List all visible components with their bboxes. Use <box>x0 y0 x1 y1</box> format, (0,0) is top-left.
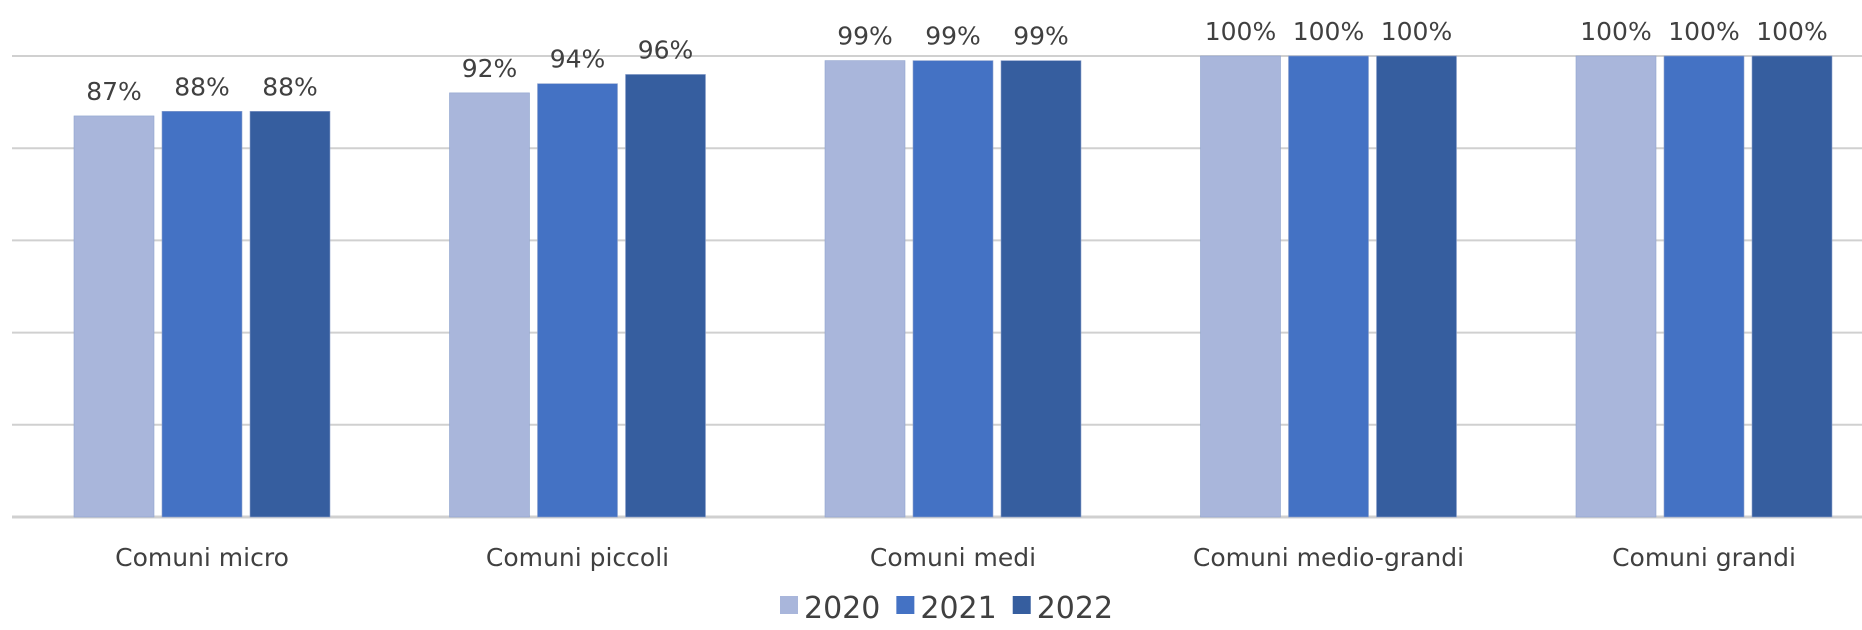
category-label: Comuni micro <box>115 543 289 572</box>
data-labels: 87% 88% 88% 92% 94% 96% 99% 99% 99% 100% 100% 100% 1… <box>86 17 1828 106</box>
category-axis: Comuni micro Comuni piccoli Comuni medi Com… <box>115 543 1796 572</box>
legend-item: 2020 <box>780 591 880 626</box>
bar-2022-4 <box>1751 55 1833 518</box>
bar-2022-2 <box>1000 60 1082 518</box>
legend-label: 2022 <box>1037 591 1113 626</box>
data-label: 88% <box>174 72 230 101</box>
data-label: 100% <box>1756 17 1827 46</box>
bar-2020-1 <box>449 92 530 518</box>
data-label: 99% <box>837 22 893 51</box>
legend-item: 2022 <box>1012 591 1113 626</box>
legend-label: 2020 <box>804 591 880 626</box>
category-label: Comuni medi <box>870 543 1036 572</box>
legend-item: 2021 <box>896 591 997 626</box>
data-label: 100% <box>1293 17 1364 46</box>
bar-2021-0 <box>161 111 243 518</box>
bar-2020-0 <box>73 115 155 518</box>
legend-swatch <box>1012 596 1031 614</box>
bar-2022-0 <box>249 111 331 518</box>
data-label: 99% <box>1013 22 1069 51</box>
data-label: 100% <box>1668 17 1739 46</box>
data-label: 92% <box>462 54 518 83</box>
data-label: 99% <box>925 22 981 51</box>
data-label: 87% <box>86 77 142 106</box>
bar-2021-1 <box>537 83 618 518</box>
data-label: 100% <box>1381 17 1452 46</box>
bars <box>73 55 1833 518</box>
legend-swatch <box>896 596 915 614</box>
category-label: Comuni grandi <box>1612 543 1796 572</box>
bar-2021-2 <box>912 60 994 518</box>
bar-2020-3 <box>1200 55 1281 518</box>
bar-2021-3 <box>1288 55 1369 518</box>
legend-label: 2021 <box>920 591 996 626</box>
category-label: Comuni piccoli <box>486 543 669 572</box>
legend: 2020 2021 2022 <box>780 591 1113 626</box>
data-label: 94% <box>550 45 606 74</box>
data-label: 100% <box>1580 17 1651 46</box>
bar-2021-4 <box>1663 55 1745 518</box>
bar-2022-1 <box>625 74 706 518</box>
bar-2020-2 <box>824 60 906 518</box>
legend-swatch <box>780 596 798 614</box>
category-label: Comuni medio-grandi <box>1193 543 1464 572</box>
bar-2020-4 <box>1575 55 1657 518</box>
data-label: 88% <box>262 72 318 101</box>
bar-2022-3 <box>1376 55 1457 518</box>
data-label: 100% <box>1205 17 1276 46</box>
data-label: 96% <box>638 35 694 64</box>
